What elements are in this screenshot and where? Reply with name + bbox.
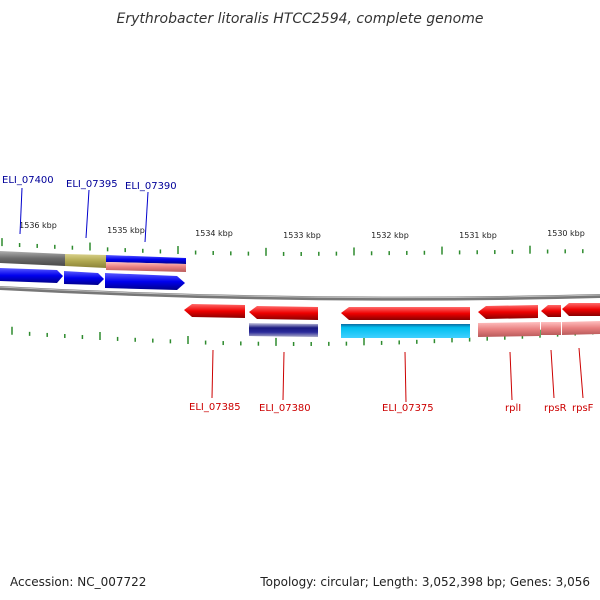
callout-line-eli07400 — [19, 187, 23, 235]
gene-label-eli07400[interactable]: ELI_07400 — [2, 175, 54, 186]
gene-label-rpsf[interactable]: rpsF — [572, 403, 594, 414]
genome-backbone — [0, 286, 600, 301]
feature-pink-segment-lower-b — [541, 322, 561, 335]
gene-label-eli07385[interactable]: ELI_07385 — [189, 402, 241, 413]
gene-eli07390-arrow[interactable] — [105, 273, 185, 290]
scale-label-1534: 1534 kbp — [195, 229, 233, 238]
feature-olive-segment — [65, 254, 106, 268]
callout-line-rpsr — [550, 349, 555, 399]
feature-pink-segment — [106, 262, 186, 272]
feature-cyan-segment — [341, 324, 470, 338]
gene-eli07375-arrow[interactable] — [341, 307, 470, 320]
feature-navy-segment — [249, 323, 318, 337]
scale-label-1535: 1535 kbp — [107, 226, 145, 235]
gene-rpsr-arrow[interactable] — [541, 305, 561, 317]
callout-line-rpli — [509, 351, 513, 401]
feature-pink-segment-lower-a — [478, 322, 540, 337]
gene-label-rpli[interactable]: rplI — [505, 403, 521, 414]
scale-label-1531: 1531 kbp — [459, 231, 497, 240]
upper-tick-row — [1, 238, 584, 256]
feature-blue-segment — [106, 255, 186, 264]
accession-text: Accession: NC_007722 — [10, 575, 146, 589]
topology-text: Topology: circular; Length: 3,052,398 bp… — [259, 575, 590, 589]
gene-label-eli07380[interactable]: ELI_07380 — [259, 403, 311, 414]
scale-label-1532: 1532 kbp — [371, 231, 409, 240]
genome-backbone-highlight — [0, 286, 600, 299]
callout-line-eli07390 — [144, 191, 149, 243]
feature-gray-segment — [0, 251, 65, 266]
gene-eli07385-arrow[interactable] — [184, 304, 245, 318]
scale-label-1536: 1536 kbp — [19, 221, 57, 230]
gene-rpsf-arrow[interactable] — [562, 303, 600, 316]
gene-eli07400-arrow[interactable] — [0, 268, 63, 283]
gene-label-eli07390[interactable]: ELI_07390 — [125, 181, 177, 192]
callout-line-eli07395 — [85, 189, 90, 239]
callout-line-eli07380 — [282, 351, 285, 401]
callout-line-rpsf — [578, 347, 584, 399]
callout-line-eli07385 — [211, 349, 214, 399]
scale-label-1530: 1530 kbp — [547, 229, 585, 238]
map-title: Erythrobacter litoralis HTCC2594, comple… — [117, 11, 484, 27]
callout-line-eli07375 — [404, 351, 407, 403]
gene-eli07380-arrow[interactable] — [249, 306, 318, 320]
gene-rpli-arrow[interactable] — [478, 305, 538, 319]
scale-label-1533: 1533 kbp — [283, 231, 321, 240]
gene-label-eli07375[interactable]: ELI_07375 — [382, 403, 434, 414]
gene-eli07395-arrow[interactable] — [64, 271, 104, 285]
feature-pink-segment-lower-c — [562, 321, 600, 335]
gene-label-eli07395[interactable]: ELI_07395 — [66, 179, 118, 190]
gene-label-rpsr[interactable]: rpsR — [544, 403, 567, 414]
